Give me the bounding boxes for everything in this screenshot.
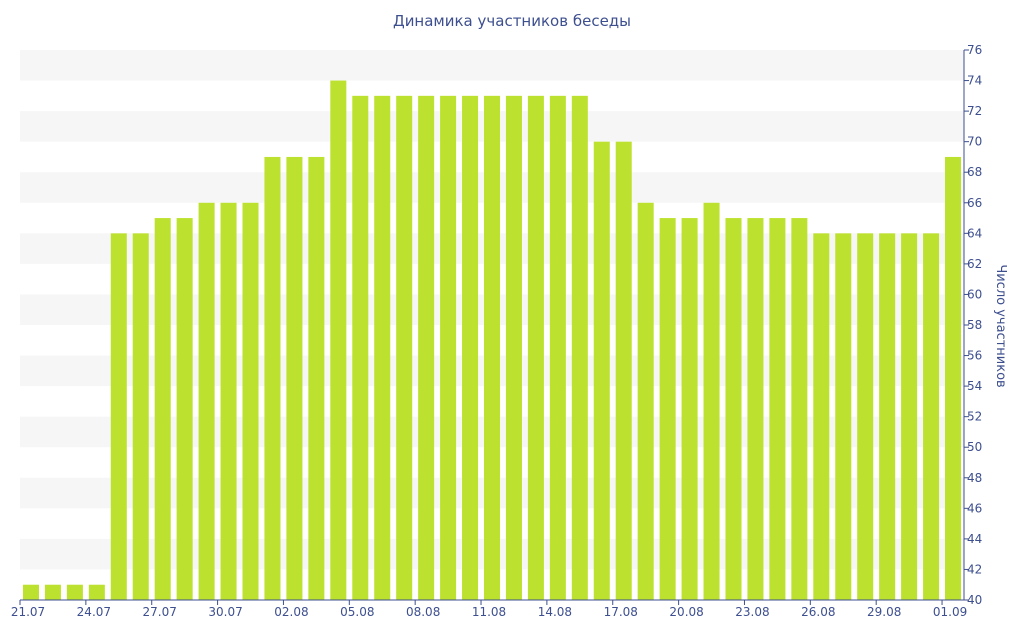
chart-title: Динамика участников беседы	[392, 12, 632, 30]
y-axis-label: Число участников	[993, 264, 1008, 387]
bar	[923, 233, 940, 601]
bar	[286, 156, 303, 600]
bar	[483, 95, 501, 600]
x-tick-label: 23.08	[735, 605, 769, 619]
bar	[505, 95, 522, 600]
x-tick-label: 24.07	[77, 605, 111, 619]
bar	[527, 95, 544, 600]
y-tick-label: 50	[967, 440, 982, 454]
y-tick-label: 42	[967, 562, 982, 576]
bar	[637, 202, 654, 600]
y-tick-label: 70	[967, 135, 982, 149]
bar	[198, 202, 215, 600]
y-tick-label: 56	[967, 349, 982, 363]
bar	[901, 233, 918, 601]
bar	[659, 218, 676, 601]
bar	[176, 218, 193, 601]
bar	[945, 156, 962, 600]
bar	[88, 584, 105, 600]
bar	[22, 584, 39, 600]
bar	[66, 584, 83, 600]
y-tick-label: 40	[967, 593, 982, 607]
bar	[440, 95, 457, 600]
y-tick-label: 66	[967, 196, 982, 210]
bar	[44, 584, 61, 600]
x-tick-label: 27.07	[143, 605, 177, 619]
bar	[396, 95, 413, 600]
bar	[571, 95, 588, 600]
bar	[725, 218, 742, 601]
y-tick-label: 54	[967, 379, 982, 393]
x-tick-label: 14.08	[538, 605, 572, 619]
bar	[462, 95, 479, 600]
bar	[308, 156, 325, 600]
bar	[352, 95, 369, 600]
bar	[813, 233, 830, 601]
bar	[330, 80, 347, 601]
grid-band	[20, 50, 964, 81]
y-tick-label: 72	[967, 104, 982, 118]
y-tick-label: 52	[967, 410, 982, 424]
bar	[549, 95, 566, 600]
y-tick-label: 46	[967, 501, 982, 515]
x-tick-label: 08.08	[406, 605, 440, 619]
bar	[835, 233, 852, 601]
bar	[769, 218, 786, 601]
bar	[791, 218, 808, 601]
x-tick-label: 30.07	[208, 605, 242, 619]
bars	[22, 80, 962, 601]
bar	[132, 233, 149, 601]
bar	[110, 233, 127, 601]
x-tick-label: 29.08	[867, 605, 901, 619]
bar	[857, 233, 874, 601]
bar	[242, 202, 259, 600]
y-tick-label: 48	[967, 471, 982, 485]
x-tick-label: 02.08	[274, 605, 308, 619]
bar	[418, 95, 435, 600]
y-tick-label: 76	[967, 43, 982, 57]
x-tick-label: 17.08	[604, 605, 638, 619]
bar	[615, 141, 632, 600]
y-tick-label: 64	[967, 226, 982, 240]
bar	[747, 218, 764, 601]
y-tick-label: 44	[967, 532, 982, 546]
bar	[593, 141, 610, 600]
y-tick-label: 68	[967, 165, 982, 179]
bar	[374, 95, 391, 600]
bar	[220, 202, 237, 600]
x-tick-label: 11.08	[472, 605, 506, 619]
x-tick-label: 21.07	[11, 605, 45, 619]
y-tick-label: 62	[967, 257, 982, 271]
y-axis: 40 42 44 46 48 50 52 54 56 58 60 62 64 66 68 70 72 74 76	[963, 43, 982, 607]
y-tick-label: 58	[967, 318, 982, 332]
y-tick-label: 74	[967, 74, 982, 88]
bar	[681, 218, 698, 601]
bar	[154, 218, 171, 601]
bar	[879, 233, 896, 601]
bar	[264, 156, 281, 600]
x-tick-label: 01.09	[933, 605, 967, 619]
x-tick-label: 20.08	[669, 605, 703, 619]
y-tick-label: 60	[967, 287, 982, 301]
x-axis: 21.07 24.07 27.07 30.07 02.08 05.08 08.08 11.08…	[11, 599, 967, 619]
bar	[703, 202, 720, 600]
x-tick-label: 05.08	[340, 605, 374, 619]
x-tick-label: 26.08	[801, 605, 835, 619]
